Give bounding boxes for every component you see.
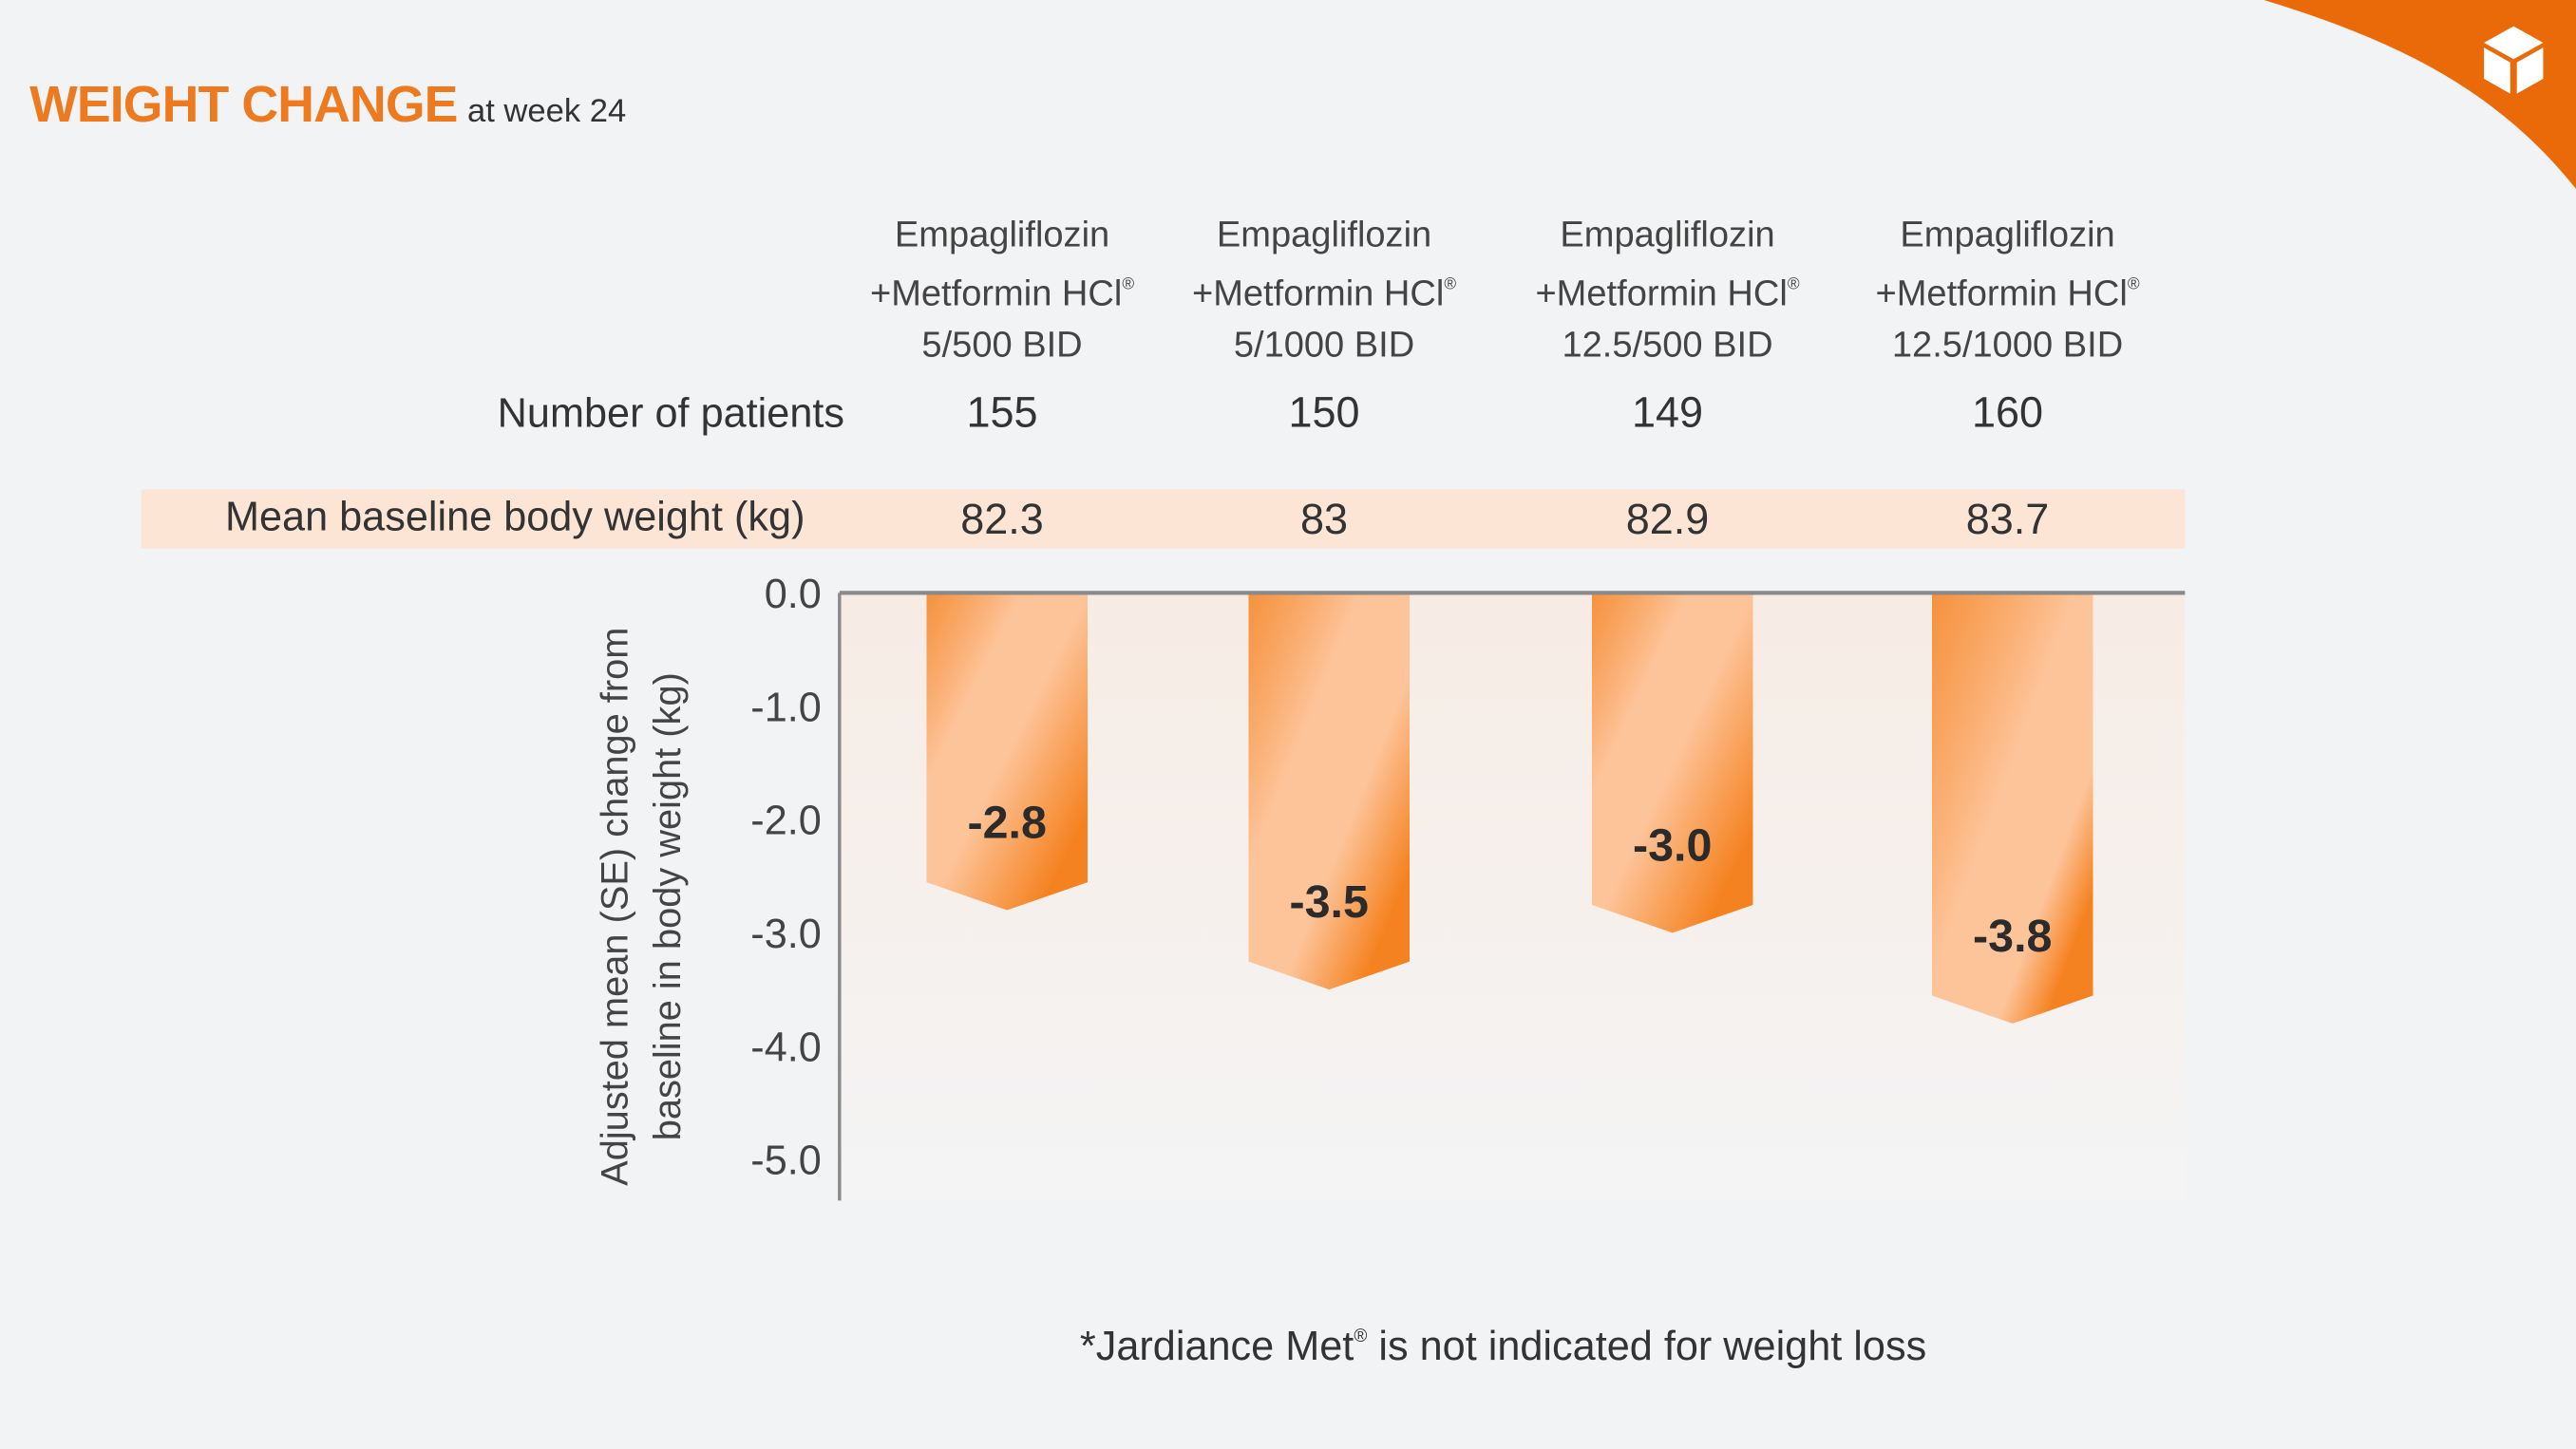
bar [926, 593, 1088, 911]
column-header-line3: 5/1000 BID [1233, 323, 1415, 365]
title-main: WEIGHT CHANGE [29, 75, 458, 134]
bar-value-label: -3.8 [1973, 911, 2052, 962]
baseline-row-label: Mean baseline body weight (kg) [224, 494, 805, 541]
y-tick-label: 0.0 [765, 572, 822, 617]
patients-value: 149 [1631, 387, 1704, 438]
column-header-line1: Empagliflozin [1560, 213, 1775, 255]
y-tick-label: -4.0 [750, 1025, 821, 1070]
baseline-value: 83.7 [1965, 494, 2050, 544]
column-header: Empagliflozin +Metformin HCl® 12.5/500 BID [1504, 209, 1832, 369]
baseline-value: 83 [1300, 494, 1349, 544]
patients-row-label: Number of patients [497, 390, 845, 438]
footnote-mark: ® [1354, 1327, 1368, 1347]
baseline-row-band [141, 489, 2186, 549]
column-header: Empagliflozin +Metformin HCl® 12.5/1000 BI… [1844, 209, 2172, 369]
y-tick-label: -5.0 [750, 1138, 821, 1184]
title-subtitle: at week 24 [466, 93, 627, 130]
footnote: *Jardiance Met® is not indicated for wei… [0, 1324, 2576, 1371]
footnote-text-end: is not indicated for weight loss [1367, 1324, 1927, 1370]
page-title: WEIGHT CHANGE at week 24 [29, 76, 626, 135]
y-tick-label: -3.0 [750, 912, 821, 957]
patients-value: 160 [1972, 387, 2044, 438]
column-header-line2: +Metformin HCl® [869, 273, 1135, 314]
column-header-line1: Empagliflozin [1216, 213, 1432, 255]
baseline-value: 82.3 [960, 494, 1044, 544]
column-header: Empagliflozin +Metformin HCl® 5/500 BID [838, 209, 1166, 369]
patients-value: 155 [966, 387, 1038, 438]
column-header-line1: Empagliflozin [1900, 213, 2115, 255]
column-header-line2: +Metformin HCl® [1535, 273, 1800, 314]
column-header-line2: +Metformin HCl® [1191, 273, 1457, 314]
bar-value-label: -3.5 [1290, 876, 1369, 928]
column-header-line3: 5/500 BID [921, 323, 1083, 365]
column-header-line1: Empagliflozin [894, 213, 1110, 255]
column-header: Empagliflozin +Metformin HCl® 5/1000 BID [1160, 209, 1488, 369]
footnote-text: *Jardiance Met [1079, 1324, 1354, 1370]
cube-icon [2484, 26, 2544, 94]
y-tick-label: -2.0 [750, 799, 821, 844]
bar [1931, 593, 2093, 1024]
bar-value-label: -2.8 [968, 797, 1047, 848]
column-header-line2: +Metformin HCl® [1875, 273, 2140, 314]
bar [1591, 593, 1753, 933]
column-header-line3: 12.5/1000 BID [1891, 323, 2124, 365]
baseline-value: 82.9 [1625, 494, 1710, 544]
bar [1248, 593, 1410, 990]
y-tick-label: -1.0 [750, 685, 821, 730]
bar-value-label: -3.0 [1633, 819, 1712, 871]
column-header-line3: 12.5/500 BID [1562, 323, 1773, 365]
patients-value: 150 [1288, 387, 1360, 438]
